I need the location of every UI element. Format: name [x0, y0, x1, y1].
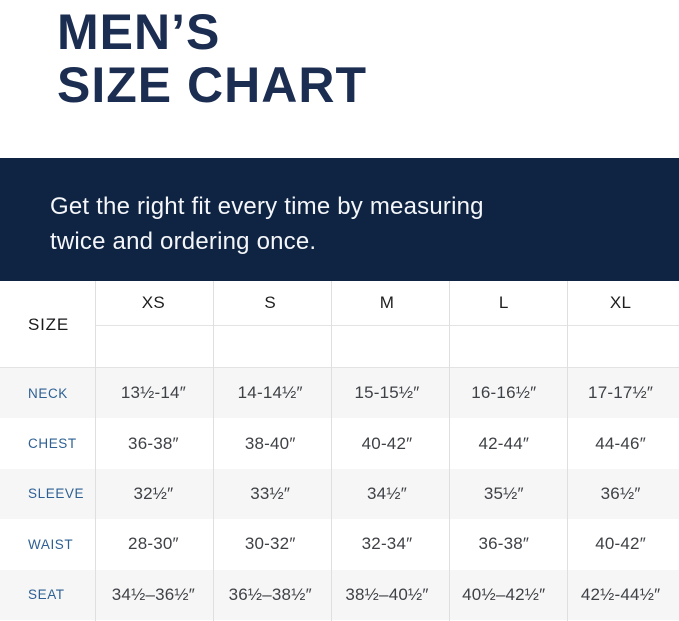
waist-m: 32-34″ [361, 534, 413, 554]
size-corner-label: SIZE [28, 314, 69, 334]
table-row-waist: WAIST 28-30″ 30-32″ 32-34″ 36-38″ 40-42″ [0, 519, 679, 569]
neck-l: 16-16½″ [471, 383, 537, 403]
chest-s: 38-40″ [244, 433, 296, 453]
table-header: SIZE XS S M L XL [0, 281, 679, 368]
neck-xs: 13½-14″ [120, 383, 186, 403]
chest-l: 42-44″ [478, 433, 530, 453]
row-label-chest: CHEST [28, 436, 77, 452]
waist-xs: 28-30″ [128, 534, 179, 554]
tagline-banner: Get the right fit every time by measurin… [0, 158, 679, 281]
chest-xs: 36-38″ [128, 433, 179, 453]
seat-s: 36½–38½″ [228, 584, 312, 604]
seat-l: 40½–42½″ [462, 584, 546, 604]
header-underline [95, 325, 679, 326]
row-label-seat: SEAT [28, 587, 65, 603]
row-label-sleeve: SLEEVE [28, 486, 85, 502]
row-label-waist: WAIST [28, 536, 74, 552]
tagline-line-1: Get the right fit every time by measurin… [50, 193, 484, 220]
column-header-l: L [498, 293, 509, 312]
size-chart-table: SIZE XS S M L XL NECK 13½-14″ 14-14½″ 15… [0, 281, 679, 621]
chest-m: 40-42″ [361, 433, 413, 453]
column-header-xl: XL [609, 293, 632, 312]
table-row-chest: CHEST 36-38″ 38-40″ 40-42″ 42-44″ 44-46″ [0, 418, 679, 468]
column-header-m: M [379, 293, 395, 312]
seat-xl: 42½-44½″ [580, 584, 661, 604]
title-line-2: SIZE CHART [57, 57, 367, 113]
column-header-s: S [264, 293, 277, 312]
column-divider-1 [95, 281, 96, 621]
sleeve-m: 34½″ [367, 483, 407, 503]
table-row-neck: NECK 13½-14″ 14-14½″ 15-15½″ 16-16½″ 17-… [0, 368, 679, 419]
tagline-line-2: twice and ordering once. [50, 228, 317, 255]
neck-m: 15-15½″ [354, 383, 420, 403]
seat-xs: 34½–36½″ [111, 584, 196, 604]
page-title: MEN’S SIZE CHART [0, 0, 679, 158]
seat-m: 38½–40½″ [345, 584, 429, 604]
sleeve-s: 33½″ [250, 483, 291, 503]
neck-xl: 17-17½″ [588, 383, 654, 403]
column-divider-3 [331, 281, 332, 621]
column-divider-4 [449, 281, 450, 621]
chest-xl: 44-46″ [595, 433, 646, 453]
column-header-xs: XS [141, 293, 166, 312]
row-label-neck: NECK [28, 385, 68, 401]
waist-l: 36-38″ [478, 534, 530, 554]
column-divider-5 [567, 281, 568, 621]
table-row-seat: SEAT 34½–36½″ 36½–38½″ 38½–40½″ 40½–42½″… [0, 569, 679, 620]
title-line-1: MEN’S [57, 4, 221, 60]
waist-s: 30-32″ [244, 534, 296, 554]
sleeve-xl: 36½″ [600, 483, 641, 503]
waist-xl: 40-42″ [595, 534, 646, 554]
column-divider-2 [213, 281, 214, 621]
sleeve-l: 35½″ [483, 483, 524, 503]
neck-s: 14-14½″ [237, 383, 303, 403]
table-row-sleeve: SLEEVE 32½″ 33½″ 34½″ 35½″ 36½″ [0, 468, 679, 520]
sleeve-xs: 32½″ [133, 483, 174, 503]
